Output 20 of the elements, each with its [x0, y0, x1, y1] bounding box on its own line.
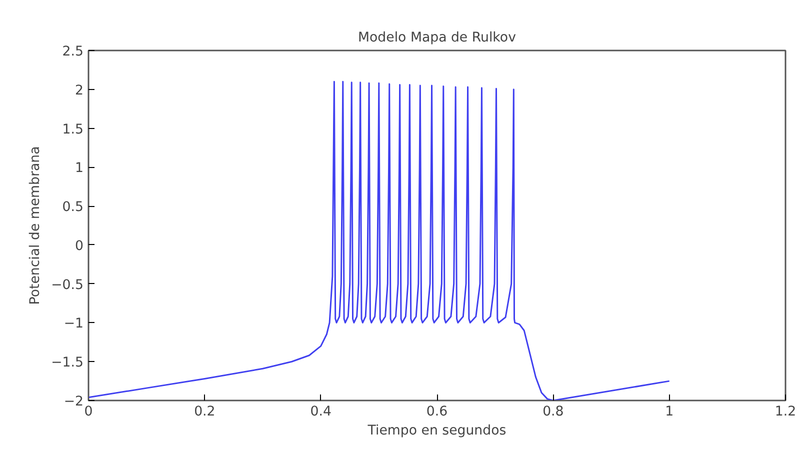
- y-tick-label: −0.5: [51, 278, 84, 293]
- y-axis-title: Potencial de membrana: [28, 146, 44, 305]
- x-tick-label: 1: [665, 404, 674, 420]
- y-tick-label: −2: [64, 394, 84, 410]
- chart-title: Modelo Mapa de Rulkov: [358, 30, 516, 46]
- y-tick-label: 2: [75, 83, 84, 98]
- x-tick-label: 1.2: [774, 404, 796, 420]
- y-tick-label: 0.5: [62, 200, 84, 216]
- y-tick-label: −1.5: [51, 356, 84, 371]
- x-tick-label: 0.4: [310, 404, 332, 420]
- x-tick-label: 0.2: [194, 404, 216, 420]
- x-tick-label: 0.8: [542, 404, 564, 420]
- y-tick-label: 2.5: [62, 44, 84, 60]
- y-tick-label: 0: [75, 238, 84, 254]
- y-tick-label: 1: [75, 161, 84, 176]
- y-tick-label: 1.5: [62, 122, 84, 138]
- line-series: [88, 80, 670, 400]
- x-tick-label: 0.6: [426, 404, 448, 420]
- x-axis-title: Tiempo en segundos: [366, 424, 506, 438]
- y-tick-label: −1: [64, 316, 84, 332]
